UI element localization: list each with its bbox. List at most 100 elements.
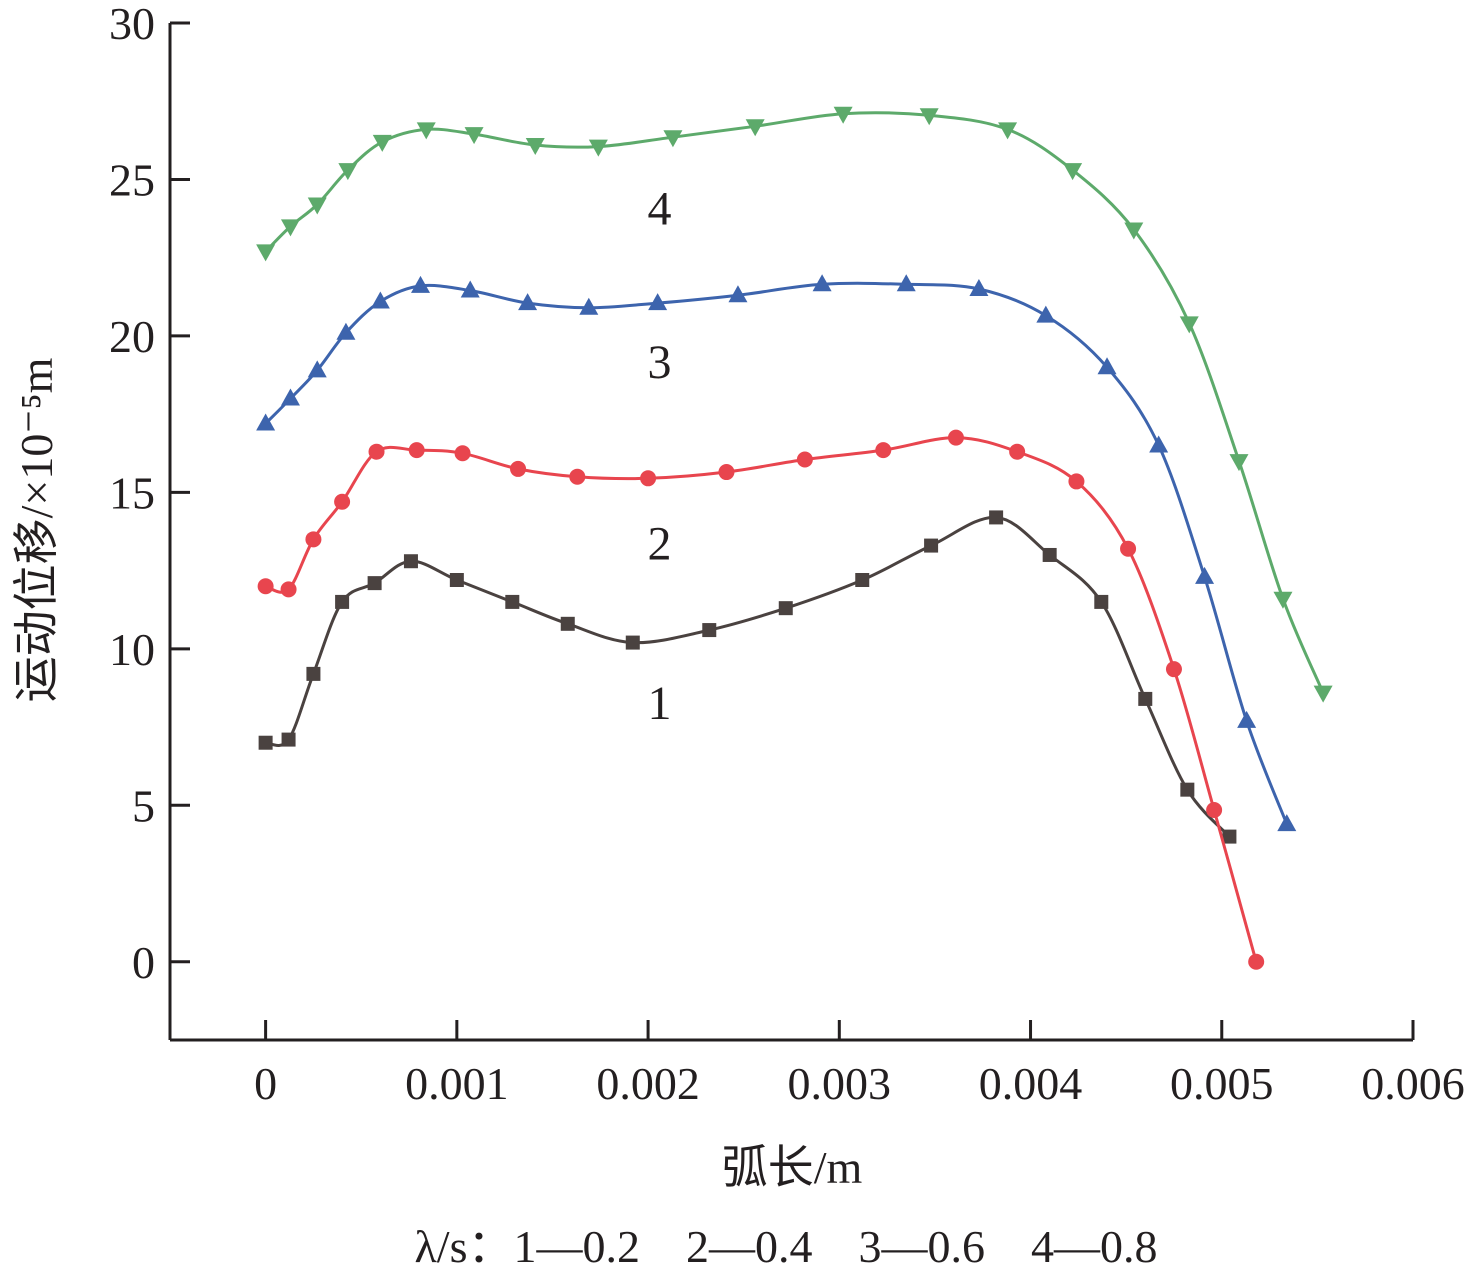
curve-label-4: 4 [648,183,672,236]
y-tick-label: 10 [109,624,155,675]
data-point [1273,591,1293,609]
data-point [335,594,350,609]
series-layer: 1 2 3 4 [256,106,1333,970]
data-point [998,122,1018,140]
data-point [280,388,300,406]
data-point [307,197,327,215]
data-point [1277,814,1297,832]
data-point [778,601,793,616]
data-point [1313,685,1333,703]
data-point [1206,802,1223,819]
y-tick-label: 30 [109,0,155,49]
data-point [411,275,431,293]
data-point [367,576,382,591]
data-point [280,219,300,237]
x-tick-label: 0.006 [1361,1058,1465,1109]
data-point [1068,473,1085,490]
data-point [1179,316,1199,334]
y-tick-label: 20 [109,311,155,362]
data-point [969,278,989,296]
data-point [702,623,717,638]
data-point [1222,829,1237,844]
series-line [264,281,1289,825]
y-tick-label: 25 [109,154,155,205]
series-1: 1 [258,510,1237,844]
series-line [265,436,1258,963]
data-point [812,274,832,292]
data-point [372,134,392,152]
data-point [1138,691,1153,706]
data-point [518,293,538,311]
data-point [989,510,1004,525]
x-tick-label: 0.001 [405,1058,509,1109]
data-point [1097,357,1117,375]
y-axis-title: 运动位移/×10⁻⁵m [11,357,62,702]
data-point [1063,163,1083,181]
data-point [718,464,735,481]
data-point [256,413,276,431]
series-3: 3 [256,274,1297,832]
data-point [1120,540,1137,557]
data-point [924,538,939,553]
data-point [588,139,608,157]
data-point [368,443,385,460]
data-point [728,285,748,303]
y-tick-label: 15 [109,467,155,518]
data-point [460,280,480,298]
curve-label-2: 2 [648,517,672,570]
data-point [579,297,599,315]
data-point [1195,566,1215,584]
data-point [258,735,273,750]
data-point [1042,547,1057,562]
data-point [280,581,297,598]
x-tick-label: 0.003 [788,1058,892,1109]
data-point [1165,661,1182,678]
x-axis-title: 弧长/m [722,1142,863,1193]
data-point [305,531,322,548]
data-point [796,451,813,468]
data-point [464,127,484,145]
data-point [1248,953,1265,970]
data-point [1124,222,1144,240]
curve-label-1: 1 [648,677,672,730]
data-point [1094,594,1109,609]
data-point [875,442,892,459]
data-point [625,635,640,650]
data-point [256,244,276,262]
x-tick-label: 0.005 [1170,1058,1274,1109]
data-point [307,360,327,378]
data-point [408,442,425,459]
data-point [505,594,520,609]
data-point [416,122,436,140]
curve-label-3: 3 [648,336,672,389]
data-point [338,163,358,181]
y-tick-label: 5 [132,780,155,831]
data-point [569,468,586,485]
data-point [1229,454,1249,472]
x-tick-label: 0.004 [979,1058,1083,1109]
data-point [510,460,527,477]
series-4: 4 [256,106,1333,703]
data-point [947,429,964,446]
data-point [403,554,418,569]
y-tick-label: 0 [132,937,155,988]
series-line [264,111,1325,694]
data-point [919,108,939,126]
data-point [745,119,765,137]
legend: λ/s：1—0.2 2—0.4 3—0.6 4—0.8 [415,1221,1158,1272]
series-2: 2 [257,429,1265,970]
data-point [648,293,668,311]
data-point [336,322,356,340]
data-point [1180,782,1195,797]
data-point [306,666,321,681]
data-point [1009,443,1026,460]
data-point [896,274,916,292]
data-point [257,578,274,595]
data-point [1036,305,1056,323]
data-point [560,616,575,631]
data-point [370,291,390,309]
data-point [449,573,464,588]
data-point [1149,435,1169,453]
data-point [281,732,296,747]
